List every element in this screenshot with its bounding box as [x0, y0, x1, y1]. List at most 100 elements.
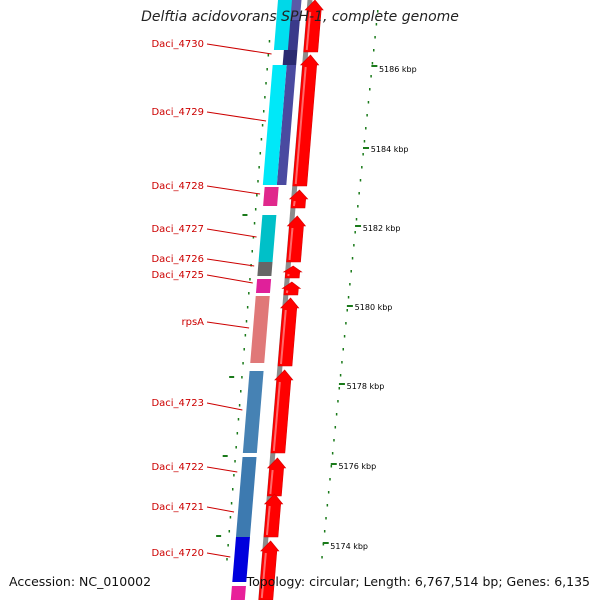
inner-tick-dot: [234, 460, 236, 463]
inner-tick-dot: [242, 362, 244, 365]
inner-tick-dot: [252, 236, 255, 239]
inner-tick-dot: [246, 306, 249, 309]
genome-summary-text: Topology: circular; Length: 6,767,514 bp…: [246, 574, 590, 589]
cds-arrow-highlight: [260, 552, 267, 599]
cog-segment: [235, 457, 257, 537]
scale-tick-dot: [346, 309, 348, 312]
cds-arrow-highlight: [285, 290, 289, 294]
scale-tick-dot: [343, 335, 346, 338]
inner-tick-dot: [244, 334, 247, 337]
inner-tick-dot: [256, 194, 258, 197]
inner-tick-dot: [261, 124, 264, 127]
leader-line-daci-4723: [206, 402, 243, 411]
scale-tick-dot: [322, 543, 325, 546]
gene-label-daci-4730: Daci_4730: [151, 39, 204, 50]
inner-tick-dot: [253, 222, 256, 225]
inner-tick-dot: [264, 96, 266, 99]
scale-tick-dot: [351, 257, 354, 260]
gene-label-daci-4728: Daci_4728: [151, 181, 204, 192]
kbp-label: 5180 kbp: [355, 303, 393, 312]
kbp-label: 5178 kbp: [347, 382, 385, 391]
scale-tick-dot: [358, 192, 360, 195]
scale-major-tick: [330, 463, 337, 465]
inner-tick-dot: [235, 446, 237, 449]
gene-label-daci-4720: Daci_4720: [151, 548, 204, 559]
gene-label-daci-4729: Daci_4729: [151, 107, 204, 118]
cds-arrow-highlight: [292, 200, 296, 207]
scale-tick-dot: [354, 231, 356, 234]
scale-major-tick: [322, 542, 329, 544]
scale-tick-dot: [329, 478, 331, 481]
gene-label-daci-4727: Daci_4727: [151, 224, 204, 235]
scale-tick-dot: [373, 49, 375, 52]
leader-line-daci-4729: [206, 111, 267, 122]
tick-track: [216, 10, 379, 561]
inner-tick-dot: [245, 320, 248, 323]
inner-major-tick: [242, 214, 248, 216]
scale-tick-dot: [367, 101, 370, 104]
inner-tick-dot: [257, 180, 259, 183]
scale-tick-dot: [339, 374, 342, 377]
cog-segment: [230, 586, 246, 600]
inner-tick-dot: [226, 558, 228, 561]
cds-arrow-highlight: [294, 66, 307, 185]
gene-labels: Daci_4730 Daci_4729 Daci_4728 Daci_4727 Daci…: [151, 39, 204, 559]
cog-segment: [255, 279, 272, 293]
scale-tick-dot: [330, 465, 333, 468]
inner-tick-dot: [262, 110, 265, 113]
cog-segment: [288, 0, 304, 20]
scale-tick-dot: [363, 140, 366, 143]
inner-tick-dot: [240, 390, 242, 393]
leader-line-daci-4721: [206, 506, 235, 513]
inner-tick-dot: [251, 250, 253, 253]
scale-tick-dot: [333, 439, 335, 442]
scale-tick-dot: [357, 205, 359, 208]
scale-tick-dot: [349, 283, 351, 286]
cog-segment: [273, 20, 291, 50]
scale-major-tick: [371, 65, 378, 67]
inner-tick-dot: [266, 68, 268, 71]
cds-arrow-highlight: [265, 505, 271, 536]
inner-tick-dot: [229, 516, 232, 519]
kbp-label: 5174 kbp: [330, 542, 368, 551]
cds-arrow-highlight: [288, 227, 294, 261]
scale-tick-dot: [361, 166, 363, 169]
inner-tick-dot: [237, 418, 240, 421]
inner-tick-dot: [249, 278, 251, 281]
scale-tick-dot: [342, 348, 345, 351]
leader-line-daci-4727: [206, 228, 257, 238]
scale-tick-dot: [365, 127, 367, 130]
cds-arrow-highlight: [305, 11, 312, 51]
scale-tick-dot: [341, 361, 343, 364]
gene-label-daci-4726: Daci_4726: [151, 254, 204, 265]
leader-line-daci-4726: [206, 258, 255, 267]
inner-tick-dot: [230, 502, 233, 505]
scale-tick-dot: [353, 244, 355, 247]
scale-tick-dot: [345, 322, 347, 325]
kbp-label: 5176 kbp: [338, 462, 376, 471]
scale-tick-dot: [371, 62, 374, 65]
scale-tick-dot: [375, 23, 378, 26]
scale-tick-dot: [369, 88, 371, 91]
scale-tick-dot: [376, 10, 379, 13]
inner-tick-dot: [241, 376, 243, 379]
cog-segment: [242, 371, 264, 453]
leader-line-daci-4730: [206, 43, 272, 55]
scale-tick-dot: [323, 530, 326, 533]
inner-tick-dot: [243, 348, 245, 351]
scale-tick-dot: [337, 400, 339, 403]
scale-tick-dot: [366, 114, 368, 117]
kbp-labels: 5186 kbp 5184 kbp 5182 kbp 5180 kbp 5178 kbp…: [330, 65, 416, 551]
cds-arrows: [258, 0, 324, 600]
inner-tick-dot: [265, 82, 267, 85]
gene-label-daci-4725: Daci_4725: [151, 270, 204, 281]
inner-tick-dot: [267, 54, 270, 57]
scale-tick-dot: [350, 270, 352, 273]
inner-tick-dot: [238, 404, 241, 407]
cds-arrow-highlight: [272, 381, 281, 452]
scale-tick-dot: [374, 36, 376, 39]
cog-segment: [232, 537, 250, 582]
scale-tick-dot: [335, 413, 338, 416]
map-title: Delftia acidovorans SPH-1, complete geno…: [141, 9, 459, 25]
